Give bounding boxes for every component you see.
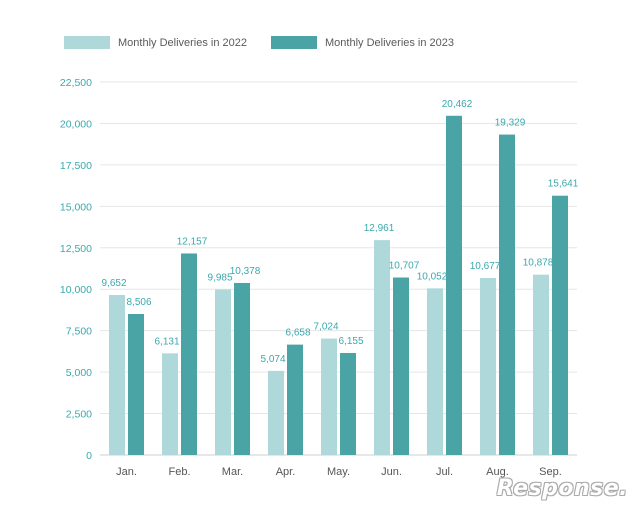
data-label: 5,074	[260, 354, 285, 365]
data-label: 10,378	[230, 266, 261, 277]
bar-2022	[268, 370, 284, 455]
bar-2023	[499, 134, 515, 456]
legend-label-2023: Monthly Deliveries in 2023	[325, 36, 455, 49]
y-tick-label: 0	[86, 450, 92, 462]
data-label: 9,985	[207, 272, 232, 283]
data-label: 7,024	[313, 322, 338, 333]
bar-2023	[287, 344, 303, 455]
x-tick-label: Apr.	[276, 466, 296, 478]
data-label: 20,462	[442, 99, 473, 110]
bar-2023	[446, 115, 462, 455]
y-tick-label: 5,000	[66, 367, 92, 379]
bar-2022	[321, 338, 337, 455]
bar-2022	[109, 294, 125, 455]
x-tick-label: May.	[327, 466, 350, 478]
bar-2022	[533, 274, 549, 455]
legend-swatch-2023	[271, 36, 318, 49]
data-label: 15,641	[548, 179, 579, 190]
bar-2023	[340, 352, 356, 455]
y-tick-label: 10,000	[60, 284, 92, 296]
x-tick-label: Jan.	[116, 466, 137, 478]
x-tick-label: Jun.	[381, 466, 402, 478]
x-tick-label: Aug.	[486, 466, 509, 478]
bar-2022	[215, 289, 231, 455]
bar-2023	[181, 253, 197, 455]
legend-item-2023: Monthly Deliveries in 2023	[271, 36, 454, 49]
y-tick-label: 22,500	[60, 77, 92, 89]
x-tick-label: Mar.	[222, 466, 243, 478]
y-tick-label: 17,500	[60, 160, 92, 172]
data-label: 6,131	[154, 336, 179, 347]
x-tick-label: Sep.	[539, 466, 562, 478]
legend-item-2022: Monthly Deliveries in 2022	[64, 36, 247, 49]
bar-2022	[480, 277, 496, 455]
data-label: 6,155	[338, 336, 363, 347]
data-label: 10,707	[389, 261, 420, 272]
y-tick-label: 15,000	[60, 201, 92, 213]
data-label: 19,329	[495, 118, 526, 129]
data-label: 10,052	[417, 271, 448, 282]
bar-2022	[162, 353, 178, 455]
response-watermark: Response.	[496, 476, 628, 501]
data-label: 10,677	[470, 261, 501, 272]
bar-2022	[374, 240, 390, 455]
data-label: 12,961	[364, 223, 395, 234]
legend-label-2022: Monthly Deliveries in 2022	[118, 36, 248, 49]
x-tick-label: Jul.	[436, 466, 453, 478]
y-tick-label: 7,500	[66, 326, 92, 338]
chart-legend: Monthly Deliveries in 2022 Monthly Deliv…	[64, 36, 478, 49]
bar-2023	[234, 282, 250, 455]
y-tick-label: 12,500	[60, 243, 92, 255]
bar-2023	[128, 313, 144, 455]
data-label: 12,157	[177, 236, 208, 247]
legend-swatch-2022	[64, 36, 110, 49]
y-tick-label: 2,500	[66, 409, 92, 421]
bar-2023	[393, 277, 409, 455]
data-label: 8,506	[126, 297, 151, 308]
bar-2022	[427, 288, 443, 455]
data-label: 10,878	[523, 258, 554, 269]
x-tick-label: Feb.	[168, 466, 190, 478]
data-label: 9,652	[101, 278, 126, 289]
bar-2023	[552, 195, 568, 455]
data-label: 6,658	[285, 328, 310, 339]
y-tick-label: 20,000	[60, 118, 92, 130]
